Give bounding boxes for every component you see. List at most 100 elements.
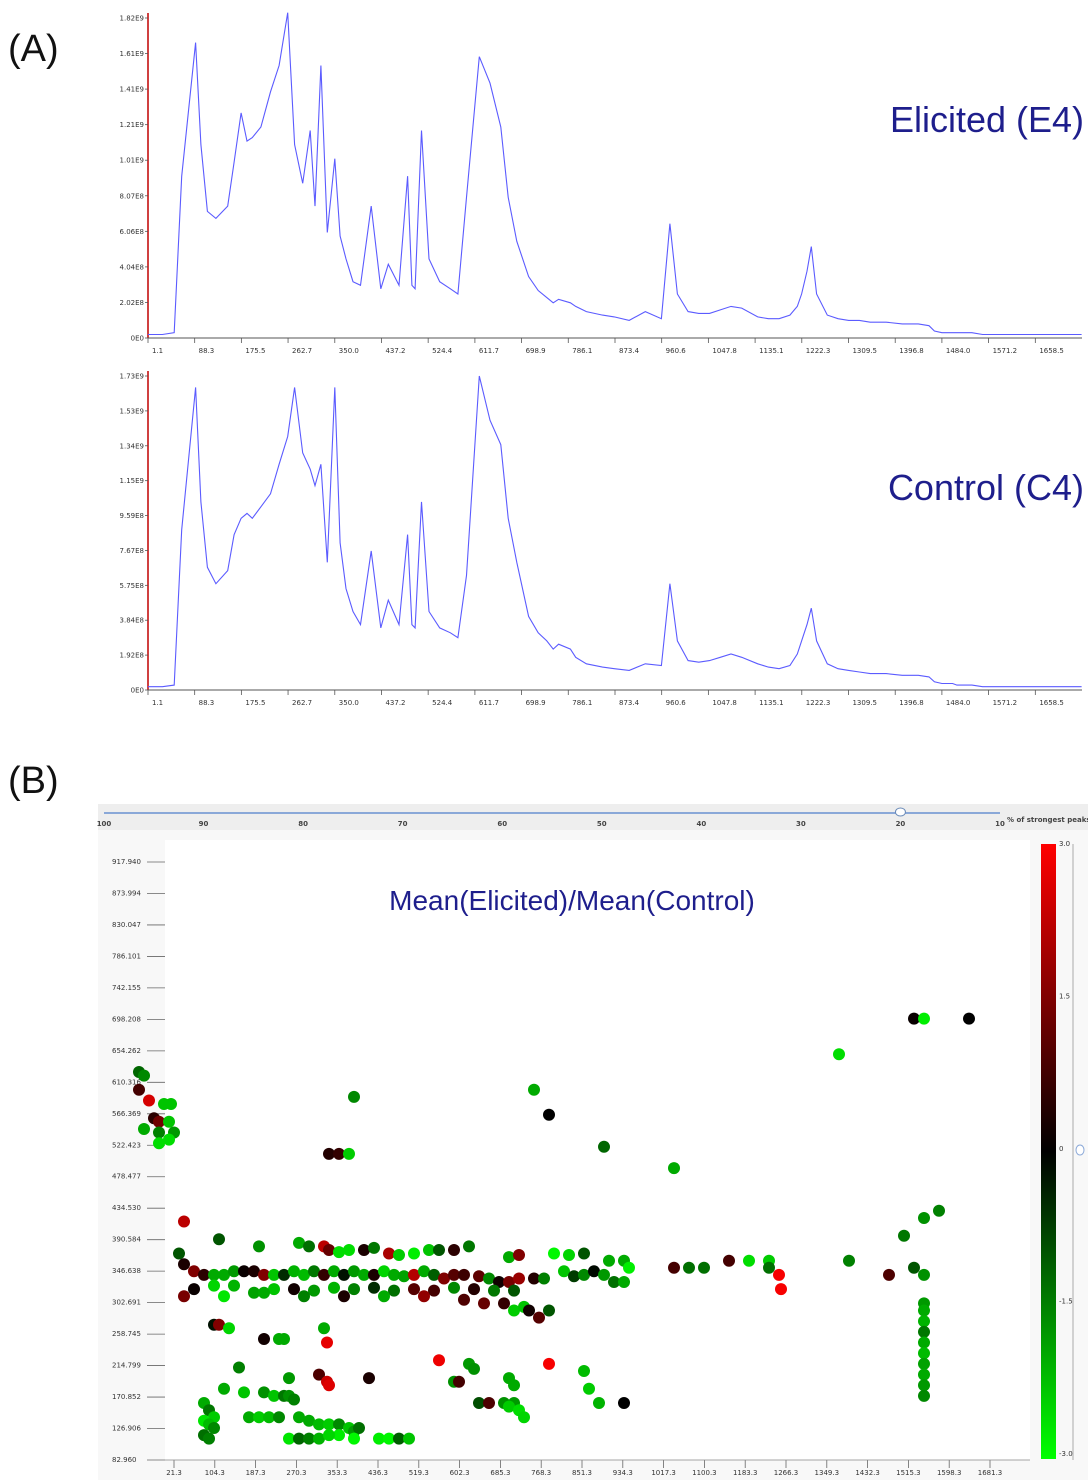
- data-point: [458, 1293, 470, 1306]
- x-tick-label: 786.1: [572, 699, 592, 707]
- y-tick-label: 1.53E9: [120, 407, 144, 415]
- data-point: [233, 1361, 245, 1374]
- data-point: [408, 1268, 420, 1281]
- slider-tick-label: 80: [298, 820, 308, 828]
- x-tick-label: 350.0: [339, 699, 359, 707]
- data-point: [268, 1268, 280, 1281]
- data-point: [598, 1140, 610, 1153]
- x-tick-label: 1658.5: [1039, 347, 1064, 355]
- y-tick-label: 6.06E8: [120, 228, 144, 236]
- slider-thumb: [894, 807, 906, 817]
- data-point: [448, 1244, 460, 1256]
- data-point: [898, 1229, 910, 1242]
- y-tick-label: 1.21E9: [120, 121, 144, 129]
- y-tick-label: 390.584: [112, 1236, 141, 1244]
- data-point: [368, 1281, 380, 1294]
- slider-tick-label: 60: [497, 820, 507, 828]
- data-point: [343, 1147, 355, 1160]
- data-point: [578, 1247, 590, 1260]
- data-point: [278, 1268, 290, 1281]
- data-point: [363, 1372, 375, 1385]
- data-point: [528, 1272, 540, 1285]
- data-point: [518, 1411, 530, 1424]
- x-tick-label: 437.2: [385, 347, 405, 355]
- y-tick-label: 1.92E8: [120, 652, 144, 660]
- data-point: [473, 1397, 485, 1409]
- slider-label: % of strongest peaks: [1007, 816, 1088, 824]
- data-point: [313, 1418, 325, 1431]
- data-point: [178, 1215, 190, 1228]
- data-point: [323, 1379, 335, 1392]
- y-tick-label: 1.73E9: [120, 373, 144, 381]
- x-tick-label: 1571.2: [993, 699, 1018, 707]
- x-tick-label: 1484.0: [946, 699, 971, 707]
- data-point: [918, 1325, 930, 1338]
- y-tick-label: 917.940: [112, 858, 141, 866]
- data-point: [298, 1290, 310, 1303]
- data-point: [263, 1411, 275, 1424]
- x-tick-label: 353.3: [327, 1469, 347, 1477]
- ratio-scatter-plot: 100 90 80 70 60 50 40 30 20 10% of strongest peak…: [97, 804, 1088, 1480]
- data-point: [498, 1297, 510, 1310]
- data-point: [138, 1123, 150, 1135]
- data-point: [428, 1268, 440, 1281]
- x-tick-label: 1484.0: [946, 347, 971, 355]
- data-point: [163, 1133, 175, 1146]
- data-point: [533, 1311, 545, 1324]
- data-point: [333, 1147, 345, 1160]
- data-point: [203, 1432, 215, 1445]
- data-point: [918, 1315, 930, 1328]
- data-point: [373, 1432, 385, 1445]
- data-point: [418, 1265, 430, 1278]
- data-point: [588, 1265, 600, 1278]
- data-point: [548, 1247, 560, 1260]
- colorbar-tick-label: 0: [1059, 1145, 1063, 1153]
- colorbar-tick-label: 1.5: [1059, 993, 1070, 1001]
- data-point: [133, 1083, 145, 1096]
- x-tick-label: 611.7: [479, 347, 499, 355]
- data-point: [368, 1268, 380, 1281]
- data-point: [918, 1212, 930, 1224]
- slider-tick-label: 10: [995, 820, 1005, 828]
- y-tick-label: 1.01E9: [120, 157, 144, 165]
- data-point: [473, 1270, 485, 1283]
- data-point: [508, 1284, 520, 1297]
- data-point: [523, 1304, 535, 1317]
- x-tick-label: 611.7: [479, 699, 499, 707]
- data-point: [258, 1286, 270, 1299]
- data-point: [543, 1304, 555, 1317]
- data-point: [348, 1265, 360, 1278]
- y-tick-label: 302.691: [112, 1299, 141, 1307]
- data-point: [323, 1244, 335, 1256]
- data-point: [278, 1333, 290, 1345]
- y-tick-label: 698.208: [112, 1015, 141, 1023]
- colorbar-tick-label: -1.5: [1059, 1298, 1073, 1306]
- x-tick-label: 602.3: [450, 1469, 470, 1477]
- data-point: [353, 1422, 365, 1434]
- x-tick-label: 187.3: [246, 1469, 266, 1477]
- data-point: [433, 1244, 445, 1256]
- data-point: [668, 1162, 680, 1175]
- data-point: [918, 1304, 930, 1317]
- data-point: [963, 1012, 975, 1025]
- data-point: [333, 1429, 345, 1442]
- data-point: [308, 1284, 320, 1297]
- y-tick-label: 742.155: [112, 984, 141, 992]
- y-tick-label: 1.41E9: [120, 86, 144, 94]
- x-tick-label: 873.4: [619, 699, 640, 707]
- data-point: [563, 1249, 575, 1261]
- data-point: [383, 1432, 395, 1445]
- data-point: [328, 1265, 340, 1278]
- data-point: [318, 1268, 330, 1281]
- x-tick-label: 88.3: [199, 347, 215, 355]
- data-point: [358, 1244, 370, 1256]
- data-point: [143, 1094, 155, 1107]
- colorbar-tick-label: 3.0: [1059, 840, 1070, 848]
- data-point: [578, 1268, 590, 1281]
- x-tick-label: 524.4: [432, 699, 453, 707]
- data-point: [468, 1362, 480, 1375]
- data-point: [218, 1382, 230, 1395]
- data-point: [288, 1283, 300, 1296]
- data-point: [268, 1283, 280, 1296]
- data-point: [775, 1283, 787, 1296]
